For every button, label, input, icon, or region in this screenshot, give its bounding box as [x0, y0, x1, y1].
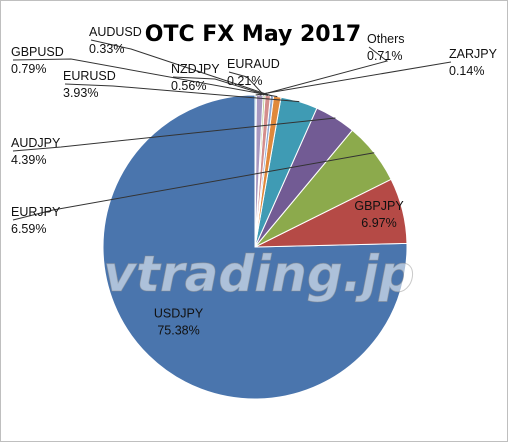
slice-value-eurjpy: 6.59%	[11, 222, 46, 236]
slice-label-nzdjpy: NZDJPY	[171, 62, 220, 76]
leader-line-zarjpy	[255, 61, 452, 96]
watermark-text: vtrading.jp	[103, 245, 414, 303]
slice-labels: USDJPY 75.38% GBPJPY 6.97% EURJPY 6.59% AUDJPY…	[11, 25, 498, 337]
leader-line-gbpusd	[12, 58, 278, 98]
slice-value-audusd: 0.33%	[89, 42, 124, 56]
slice-label-audjpy: AUDJPY	[11, 136, 61, 150]
slice-label-eurjpy: EURJPY	[11, 205, 61, 219]
leader-line-others	[259, 46, 389, 96]
slice-usdjpy	[102, 94, 408, 400]
slice-value-eurusd: 3.93%	[63, 86, 98, 100]
slice-label-gbpjpy: GBPJPY	[354, 199, 404, 213]
slice-label-audusd: AUDUSD	[89, 25, 142, 39]
slice-value-gbpjpy: 6.97%	[361, 216, 396, 230]
slice-value-others: 0.71%	[367, 49, 402, 63]
leader-line-eurusd	[64, 83, 300, 103]
leader-lines	[12, 39, 452, 221]
slice-value-euraud: 0.21%	[227, 74, 262, 88]
leader-line-euraud	[228, 71, 265, 96]
slice-value-audjpy: 4.39%	[11, 153, 46, 167]
pie-slices	[102, 94, 408, 400]
slice-label-zarjpy: ZARJPY	[449, 47, 498, 61]
slice-label-others: Others	[367, 32, 405, 46]
slice-label-eurusd: EURUSD	[63, 69, 116, 83]
slice-label-gbpusd: GBPUSD	[11, 45, 64, 59]
leader-line-nzdjpy	[172, 76, 268, 96]
leader-line-audjpy	[12, 117, 336, 152]
slice-value-nzdjpy: 0.56%	[171, 79, 206, 93]
chart-title: OTC FX May 2017	[145, 22, 361, 47]
slice-value-gbpusd: 0.79%	[11, 62, 46, 76]
slice-value-usdjpy: 75.38%	[157, 323, 199, 337]
slice-label-euraud: EURAUD	[227, 57, 280, 71]
slice-value-zarjpy: 0.14%	[449, 64, 484, 78]
leader-line-audusd	[90, 39, 273, 97]
leader-line-eurjpy	[12, 152, 375, 221]
slice-label-usdjpy: USDJPY	[154, 306, 204, 320]
